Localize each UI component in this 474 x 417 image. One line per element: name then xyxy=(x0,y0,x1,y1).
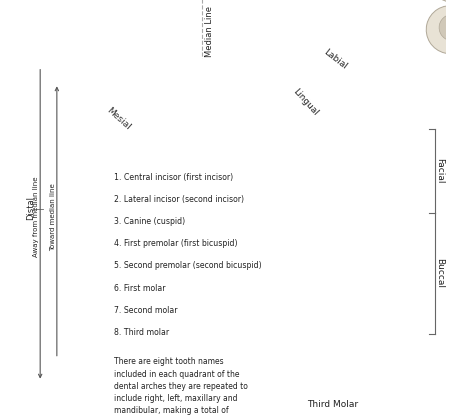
Text: 3. Canine (cuspid): 3. Canine (cuspid) xyxy=(114,217,185,226)
Text: 2. Lateral incisor (second incisor): 2. Lateral incisor (second incisor) xyxy=(114,195,244,204)
Text: 5. Second premolar (second bicuspid): 5. Second premolar (second bicuspid) xyxy=(114,261,262,271)
Text: Third Molar: Third Molar xyxy=(307,400,358,409)
Text: Median Line: Median Line xyxy=(205,6,214,57)
Text: 4. First premolar (first bicuspid): 4. First premolar (first bicuspid) xyxy=(114,239,237,249)
Text: Away from median line: Away from median line xyxy=(33,176,39,257)
Text: 8. Third molar: 8. Third molar xyxy=(114,328,169,337)
Text: Labial: Labial xyxy=(321,48,348,71)
Text: 7. Second molar: 7. Second molar xyxy=(114,306,177,315)
Text: 6. First molar: 6. First molar xyxy=(114,284,165,293)
Text: 1. Central incisor (first incisor): 1. Central incisor (first incisor) xyxy=(114,173,233,182)
Text: Buccal: Buccal xyxy=(436,258,445,288)
Ellipse shape xyxy=(439,15,465,41)
Text: Lingual: Lingual xyxy=(292,87,320,118)
Text: Toward median line: Toward median line xyxy=(50,183,55,251)
Text: Facial: Facial xyxy=(436,158,445,184)
Ellipse shape xyxy=(430,0,474,3)
Ellipse shape xyxy=(426,6,474,54)
Text: There are eight tooth names
included in each quadrant of the
dental arches they : There are eight tooth names included in … xyxy=(114,357,248,417)
Text: Distal: Distal xyxy=(26,196,35,221)
Text: Mesial: Mesial xyxy=(104,106,132,132)
